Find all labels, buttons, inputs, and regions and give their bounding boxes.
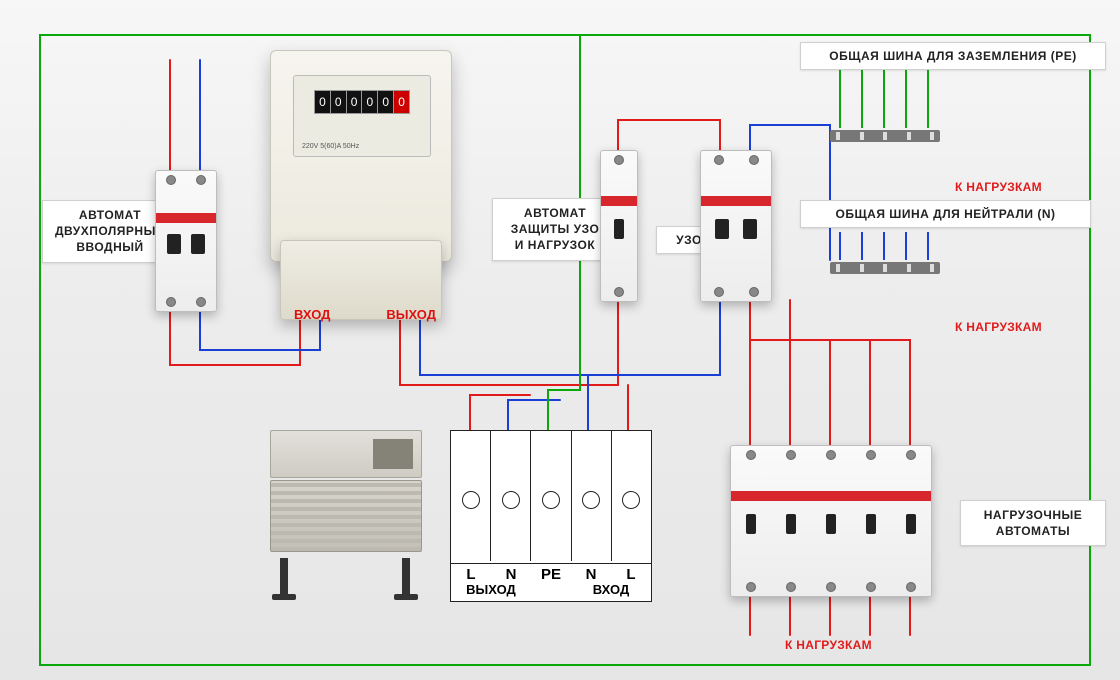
pe-bus-bar [830, 130, 940, 142]
to-loads-n: К НАГРУЗКАМ [955, 320, 1042, 334]
stabilizer-device [260, 430, 430, 600]
meter-out-label: ВЫХОД [386, 307, 436, 322]
n-bus-label: ОБЩАЯ ШИНА ДЛЯ НЕЙТРАЛИ (N) [800, 200, 1091, 228]
meter-in-label: ВХОД [294, 307, 330, 322]
load-breakers-label: НАГРУЗОЧНЫЕАВТОМАТЫ [960, 500, 1106, 546]
to-loads-pe: К НАГРУЗКАМ [955, 180, 1042, 194]
rcd-device [700, 150, 772, 302]
main-breaker [155, 170, 217, 312]
electricity-meter: 0 0 0 0 0 0 220V 5(60)A 50Hz ВХОД ВЫХОД [270, 50, 450, 320]
pe-bus-label: ОБЩАЯ ШИНА ДЛЯ ЗАЗЕМЛЕНИЯ (PE) [800, 42, 1106, 70]
stabilizer-terminals: L N PE N L ВЫХОД ВХОД [450, 430, 652, 602]
n-bus-bar [830, 262, 940, 274]
to-loads-bottom: К НАГРУЗКАМ [785, 638, 872, 652]
rcd-guard-breaker [600, 150, 638, 302]
diagram-stage: ОБЩАЯ ШИНА ДЛЯ ЗАЗЕМЛЕНИЯ (PE) ОБЩАЯ ШИН… [0, 0, 1120, 680]
load-breakers [730, 445, 932, 597]
